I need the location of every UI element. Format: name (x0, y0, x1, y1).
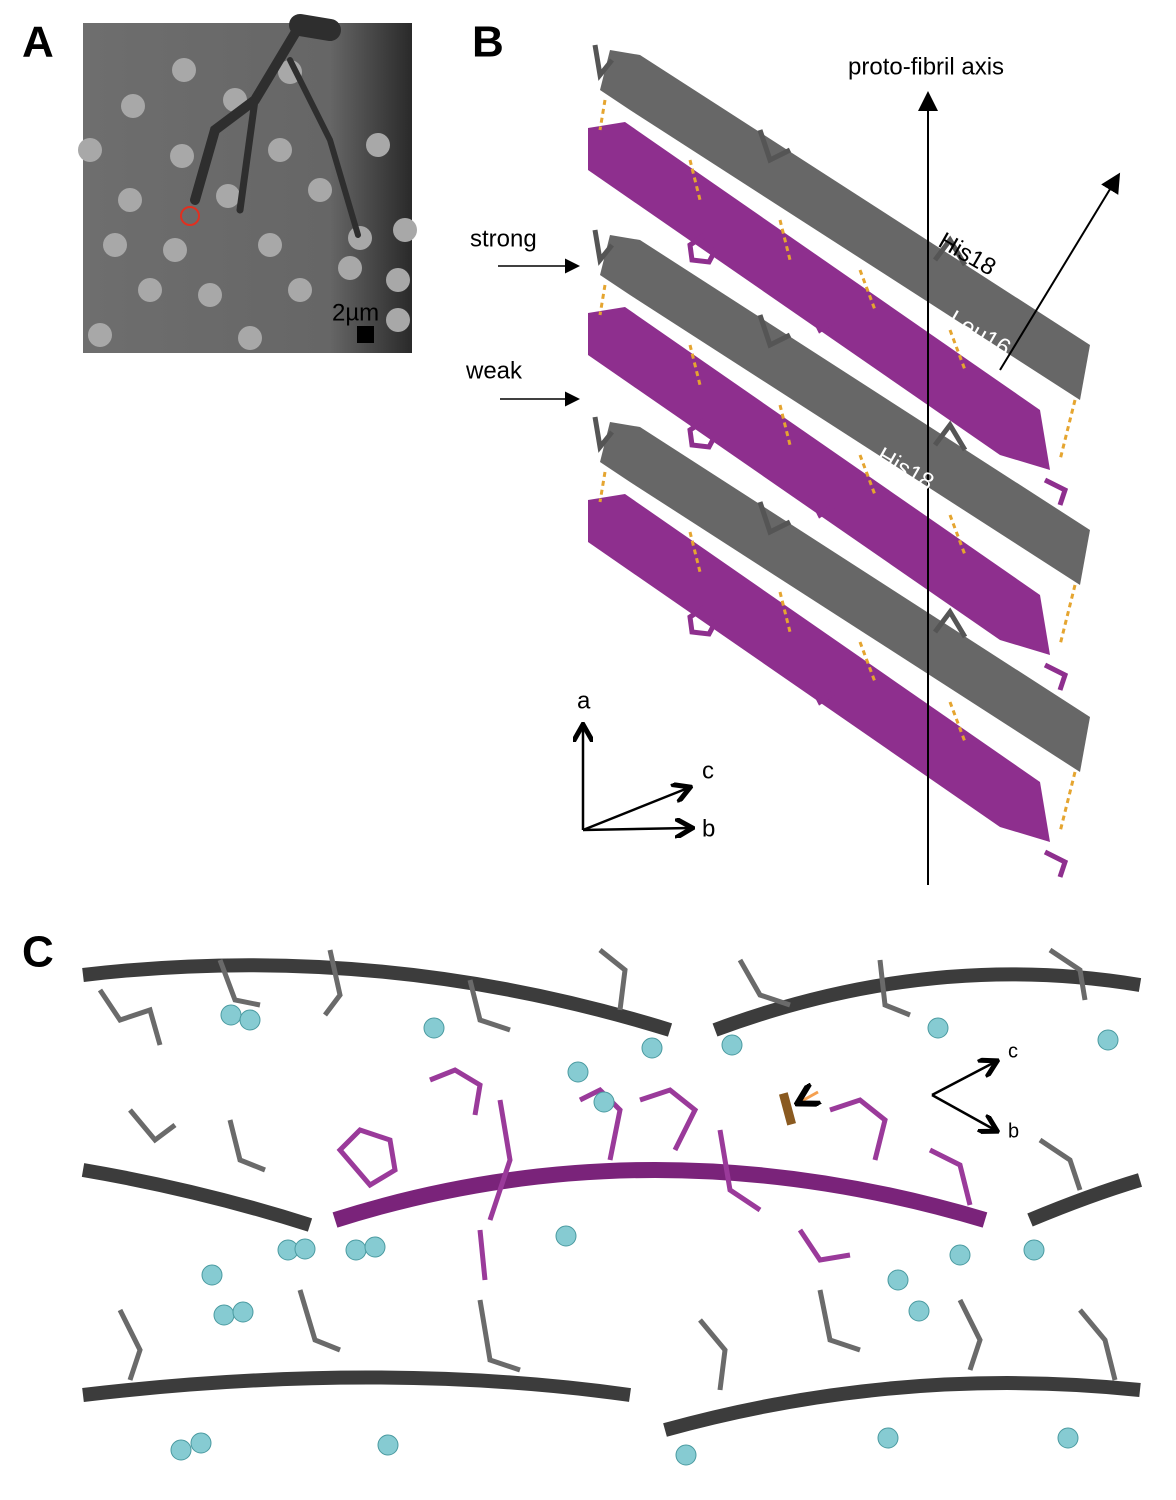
axes-inset (583, 727, 690, 830)
axis-letter: a (577, 687, 591, 714)
strand-stack (588, 44, 1090, 877)
axis-letter: b (1008, 1120, 1019, 1142)
scale-bar-label: 2µm (332, 299, 379, 326)
panel-label: A (22, 18, 54, 67)
axis-letter: b (702, 815, 715, 842)
crystal-packing (81, 947, 1143, 1466)
axis-letter: c (1008, 1040, 1018, 1062)
axis-letter: c (702, 757, 714, 784)
panel-label: C (22, 928, 54, 977)
axes-inset (931, 1062, 995, 1130)
interface-label: weak (465, 357, 523, 384)
strand-axis (999, 172, 1121, 371)
axis-label: proto-fibril axis (848, 53, 1004, 80)
interface-label: strong (470, 225, 537, 252)
micrograph (78, 14, 417, 353)
panel-label: B (472, 18, 504, 67)
